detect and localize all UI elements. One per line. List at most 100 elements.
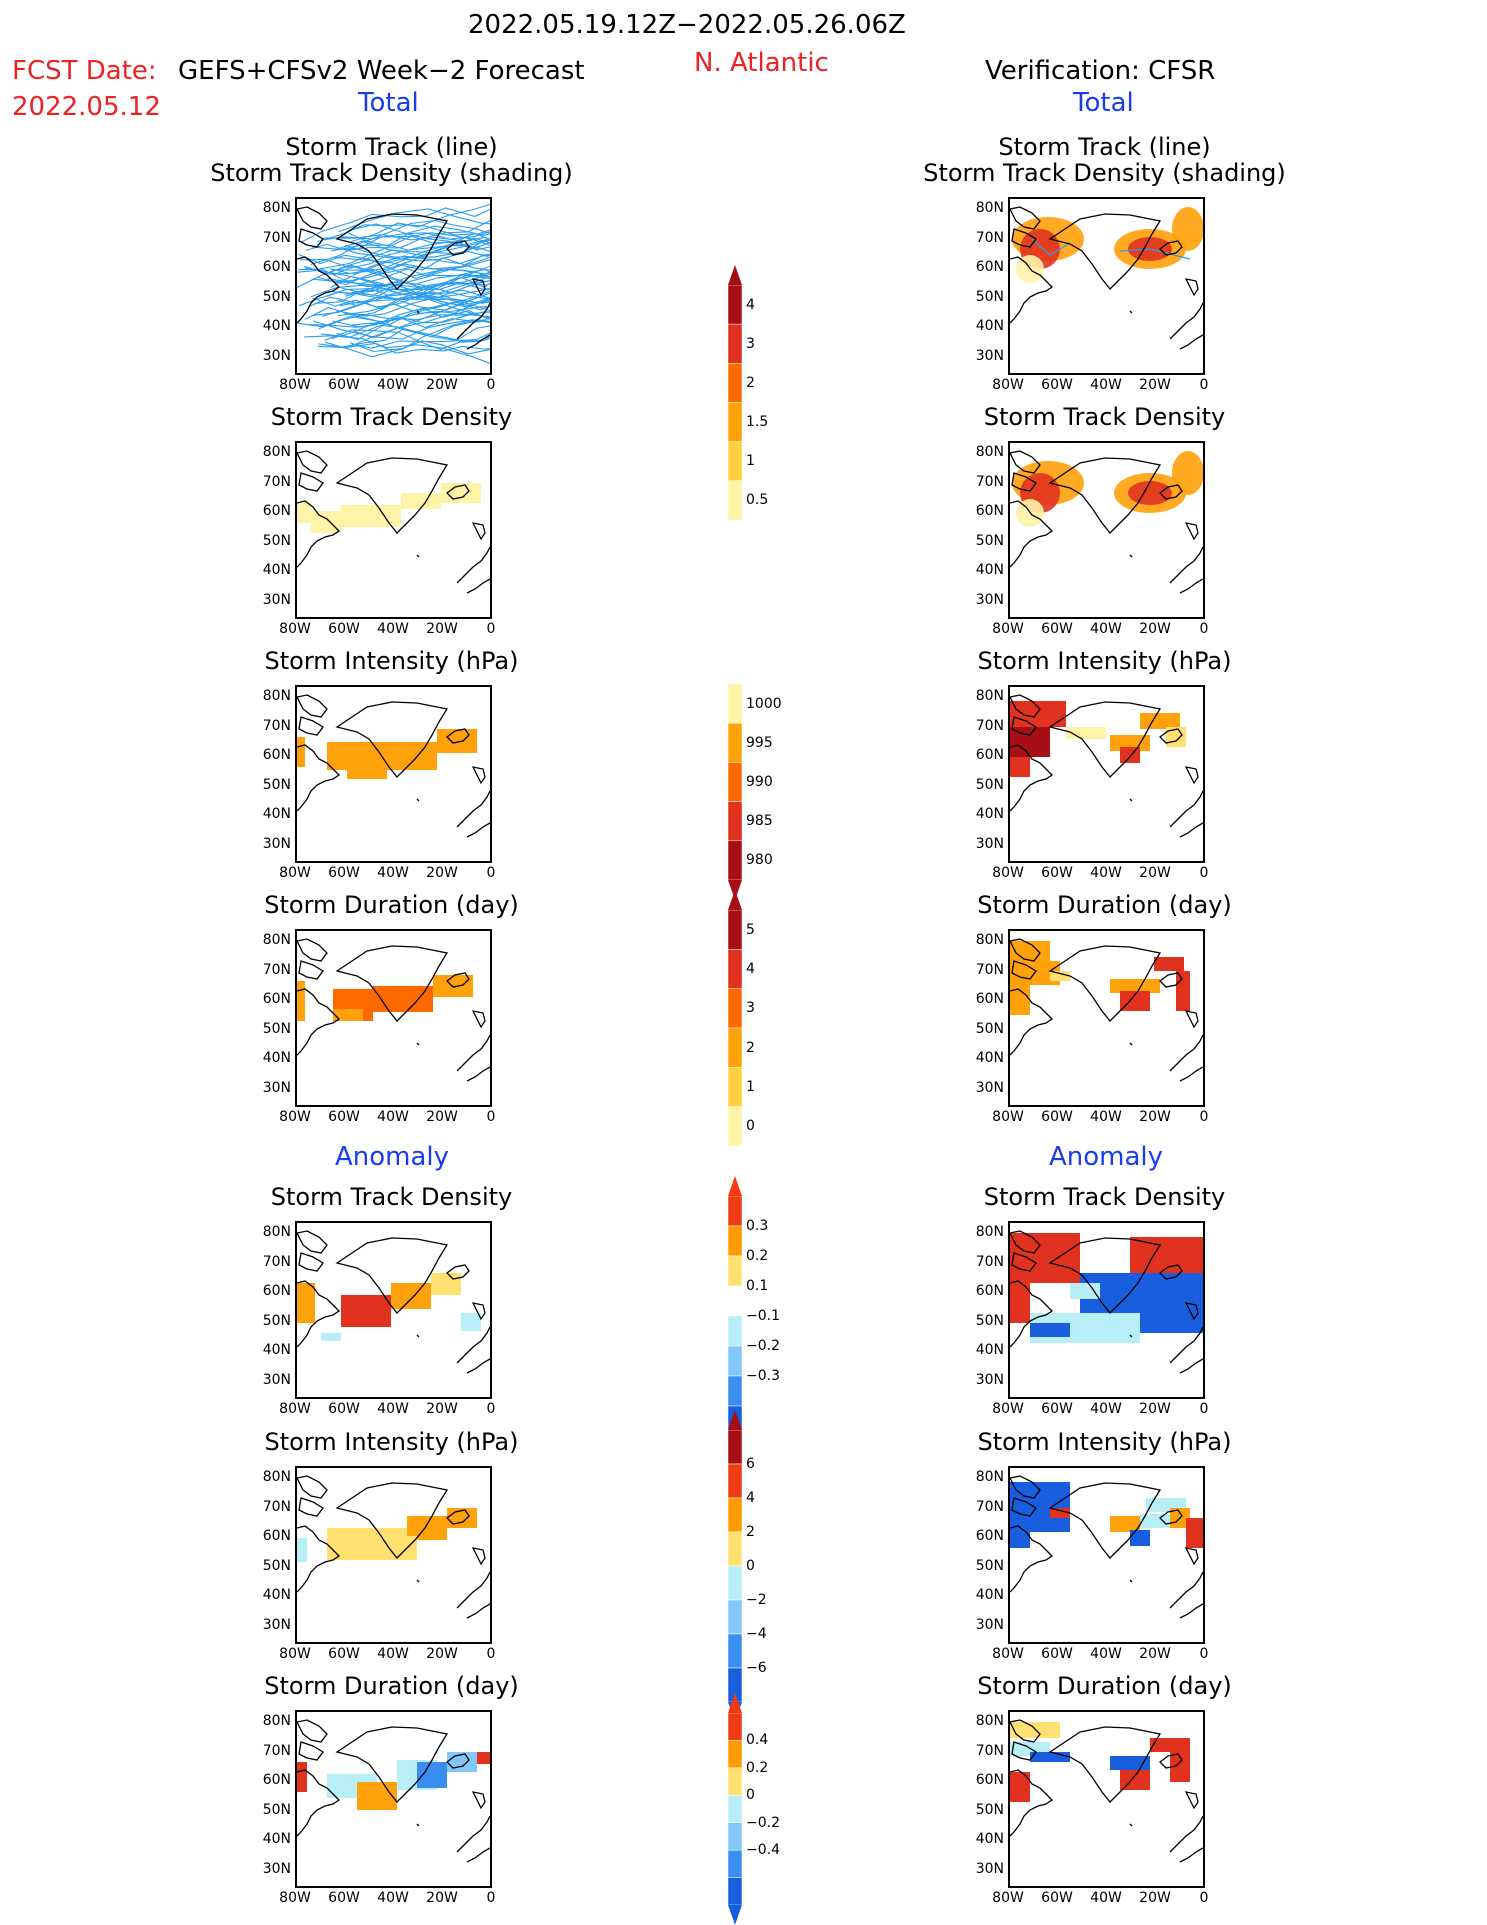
coastline <box>1169 1326 1203 1364</box>
shaded-cell <box>431 1273 461 1295</box>
shaded-cell <box>433 975 473 997</box>
map-panel <box>1008 1466 1205 1644</box>
coastline <box>1184 1791 1199 1810</box>
lat-tick-label: 80N <box>262 1469 291 1485</box>
coastline <box>471 766 486 785</box>
coastline <box>466 1603 490 1619</box>
coastline <box>471 1302 486 1321</box>
colorbar-swatch <box>727 1315 743 1347</box>
coastline <box>446 1753 470 1769</box>
coastline <box>1159 1753 1183 1769</box>
coastline <box>1048 701 1162 778</box>
colorbar-swatch <box>727 1531 743 1567</box>
shaded-cell <box>391 1283 431 1309</box>
colorbar <box>727 1693 743 1925</box>
lat-tick-label: 50N <box>975 532 1004 549</box>
lon-tick-label: 80W <box>992 865 1024 881</box>
coastline <box>416 1042 420 1046</box>
lon-tick-label: 0 <box>1199 1401 1209 1417</box>
shaded-cell <box>297 503 311 523</box>
lon-tick-label: 60W <box>328 1401 360 1417</box>
colorbar-swatch <box>727 909 743 950</box>
lat-tick-label: 80N <box>975 688 1004 704</box>
coastline <box>1129 1579 1133 1583</box>
coastline <box>416 798 420 802</box>
lon-tick-label: 40W <box>377 1646 409 1662</box>
colorbar-label: 0.2 <box>746 1759 769 1776</box>
storm-track-line <box>323 234 490 242</box>
map-canvas <box>297 938 490 1082</box>
shaded-cell <box>1176 971 1190 1011</box>
coastline <box>1179 1847 1203 1863</box>
shaded-cell <box>1110 979 1160 993</box>
storm-track-line <box>318 325 490 348</box>
coastline <box>1011 472 1037 492</box>
lon-tick-label: 80W <box>992 621 1024 637</box>
panel-title: Storm Duration (day) <box>264 891 519 919</box>
storm-track-line <box>330 268 490 288</box>
map-panel <box>1008 929 1205 1107</box>
shaded-cell <box>417 1762 447 1788</box>
coastline <box>1010 1769 1054 1837</box>
shaded-cell <box>441 483 481 503</box>
coastline <box>1159 728 1183 744</box>
fcst-date-label: FCST Date: <box>12 56 157 86</box>
coastline <box>1011 1497 1037 1517</box>
shaded-cell <box>297 1538 307 1562</box>
coastline <box>1048 213 1162 290</box>
colorbar-swatch <box>727 284 743 325</box>
lon-tick-label: 20W <box>426 621 458 637</box>
lon-tick-label: 20W <box>426 865 458 881</box>
lat-tick-label: 80N <box>975 444 1004 460</box>
lon-tick-label: 20W <box>426 1890 458 1906</box>
lat-tick-label: 70N <box>975 961 1004 978</box>
lon-tick-label: 80W <box>279 1646 311 1662</box>
colorbar-swatch <box>727 949 743 989</box>
coastline <box>1159 484 1183 500</box>
storm-track-line <box>313 319 490 340</box>
shaded-cell <box>1030 1752 1070 1762</box>
lat-tick-label: 40N <box>262 562 291 578</box>
coastline <box>1011 716 1037 736</box>
lat-tick-label: 30N <box>975 1860 1004 1877</box>
storm-track-line <box>338 208 490 233</box>
coastline <box>335 213 449 290</box>
shaded-cell <box>373 986 433 1012</box>
lon-tick-label: 0 <box>486 1646 496 1662</box>
coastline <box>1179 1603 1203 1619</box>
verification-title: Verification: CFSR <box>985 56 1216 86</box>
lon-tick-label: 80W <box>279 1401 311 1417</box>
lat-tick-label: 40N <box>975 1050 1004 1066</box>
storm-track-line <box>305 243 490 262</box>
lon-tick-label: 20W <box>1139 1646 1171 1662</box>
colorbar-swatch <box>727 1767 743 1796</box>
coastline <box>456 790 490 828</box>
coastline <box>298 1741 324 1761</box>
shaded-cell <box>321 1333 341 1341</box>
coastline <box>1129 310 1133 314</box>
coastline <box>1010 694 1041 718</box>
storm-track-line <box>321 280 490 317</box>
lon-tick-label: 40W <box>1090 1646 1122 1662</box>
coastline <box>297 694 328 718</box>
shaded-cell <box>1110 1516 1140 1532</box>
coastline <box>1010 500 1054 568</box>
colorbar-swatch <box>727 1497 743 1533</box>
lat-tick-label: 80N <box>975 1469 1004 1485</box>
lat-tick-label: 60N <box>975 747 1004 763</box>
lat-tick-label: 60N <box>262 1772 291 1788</box>
colorbar-swatch <box>727 722 743 763</box>
lat-tick-label: 50N <box>262 1557 291 1574</box>
lat-tick-label: 60N <box>975 1772 1004 1788</box>
colorbar-swatch <box>727 1067 743 1107</box>
colorbar-swatch <box>727 1345 743 1377</box>
storm-track-line <box>312 276 490 308</box>
shaded-cell <box>1070 1283 1100 1299</box>
lon-tick-label: 20W <box>426 377 458 393</box>
colorbar-swatch <box>727 363 743 403</box>
lat-tick-label: 30N <box>262 1616 291 1633</box>
lon-tick-label: 80W <box>992 1401 1024 1417</box>
colorbar-label: 2 <box>746 1039 755 1056</box>
lat-tick-label: 60N <box>262 503 291 519</box>
coastline <box>466 1847 490 1863</box>
